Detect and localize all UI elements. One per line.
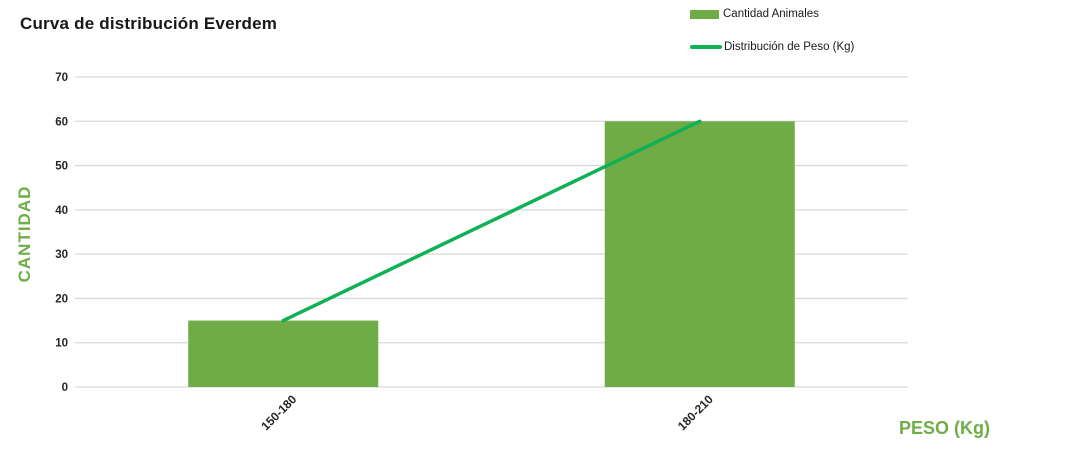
legend-label-distribucion-peso: Distribución de Peso (Kg) bbox=[724, 41, 855, 53]
y-tick-label: 30 bbox=[55, 249, 68, 261]
chart-title: Curva de distribución Everdem bbox=[20, 14, 278, 33]
bar-180-210 bbox=[604, 121, 795, 388]
y-tick-label: 0 bbox=[62, 382, 68, 394]
bar-150-180 bbox=[188, 320, 379, 387]
y-axis-title: CANTIDAD bbox=[15, 185, 34, 283]
x-axis-title: PESO (Kg) bbox=[899, 418, 991, 438]
legend-item-cantidad-animales: Cantidad Animales bbox=[690, 6, 854, 22]
legend: Cantidad Animales Distribución de Peso (… bbox=[690, 6, 854, 55]
line-swatch-icon bbox=[690, 45, 722, 49]
x-tick-label: 150-180 bbox=[258, 392, 299, 433]
legend-label-cantidad-animales: Cantidad Animales bbox=[723, 8, 819, 20]
y-tick-label: 20 bbox=[55, 293, 68, 305]
y-tick-label: 50 bbox=[55, 161, 68, 173]
y-tick-label: 10 bbox=[55, 338, 68, 350]
weight-distribution-line bbox=[281, 119, 702, 323]
legend-item-distribucion-peso: Distribución de Peso (Kg) bbox=[690, 39, 854, 55]
y-tick-label: 40 bbox=[55, 205, 68, 217]
x-tick-label: 180-210 bbox=[675, 392, 716, 433]
bar-swatch-icon bbox=[690, 9, 719, 19]
y-tick-label: 70 bbox=[55, 72, 68, 84]
y-tick-label: 60 bbox=[55, 116, 68, 128]
